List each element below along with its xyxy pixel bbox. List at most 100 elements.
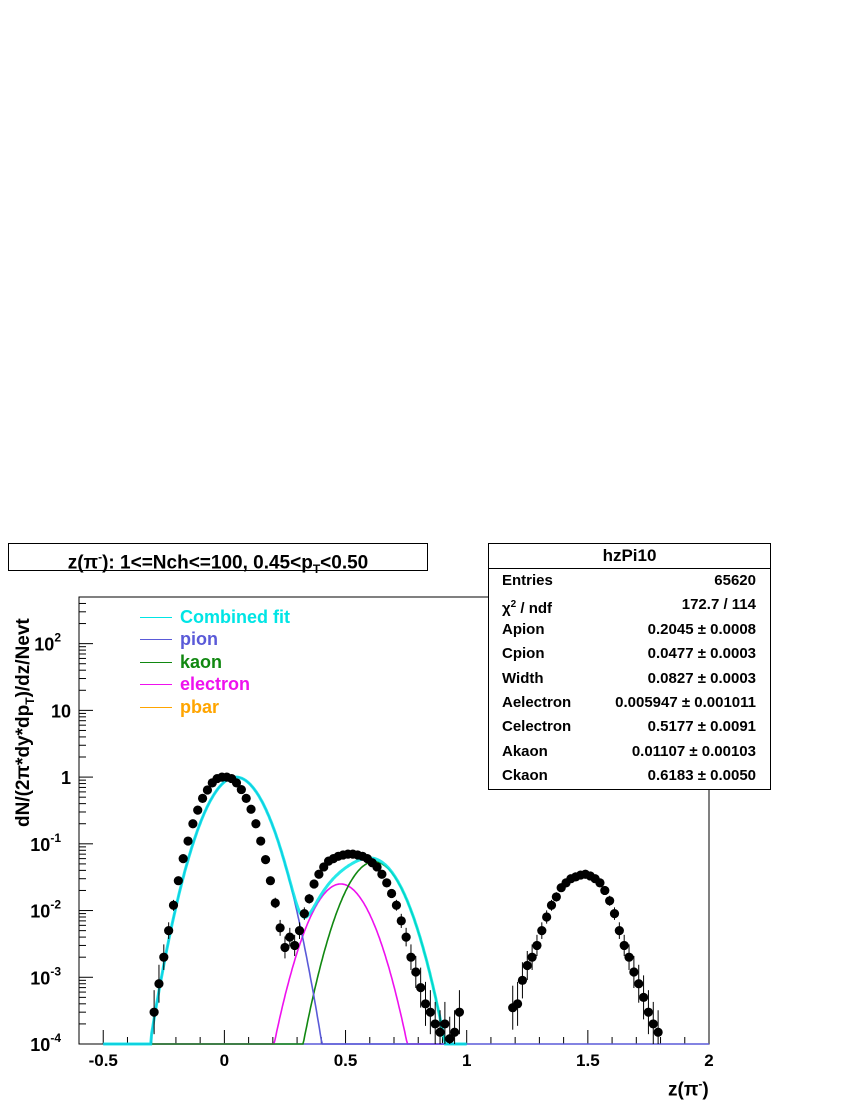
stats-row: Celectron 0.5177 ± 0.0091 <box>489 715 770 739</box>
stats-row: Cpion 0.0477 ± 0.0003 <box>489 642 770 666</box>
data-point <box>294 926 305 936</box>
stats-row: Apion 0.2045 ± 0.0008 <box>489 618 770 642</box>
electron-curve <box>103 883 467 1045</box>
data-point <box>382 878 392 888</box>
legend-swatch <box>140 639 172 641</box>
stats-title: hzPi10 <box>489 544 770 569</box>
legend-label: electron <box>180 674 251 695</box>
data-point <box>546 900 557 910</box>
stats-box: hzPi10 Entries 65620 χ2 / ndf 172.7 / 114 Ap… <box>488 543 771 790</box>
data-point <box>605 896 615 906</box>
data-point <box>406 952 416 962</box>
stats-label: Ckaon <box>502 767 548 785</box>
data-point <box>377 869 387 879</box>
stats-rows: Entries 65620 χ2 / ndf 172.7 / 114 Apion 0.20… <box>489 569 770 789</box>
data-point <box>202 785 213 795</box>
data-point <box>600 885 610 896</box>
data-point <box>197 793 208 803</box>
data-point <box>265 876 276 886</box>
data-point <box>386 888 397 899</box>
data-point <box>309 879 319 889</box>
stats-label: χ2 / ndf <box>502 599 553 618</box>
y-tick-label: 10-2 <box>30 898 61 922</box>
data-point <box>159 952 169 962</box>
stats-row: Ckaon 0.6183 ± 0.0050 <box>489 764 770 788</box>
x-axis-label: z(π-) <box>668 1077 709 1101</box>
data-point <box>634 979 644 989</box>
legend-swatch <box>140 684 172 686</box>
data-point <box>609 908 620 919</box>
data-point <box>629 967 639 977</box>
data-point <box>285 932 295 942</box>
stats-row: Width 0.0827 ± 0.0003 <box>489 667 770 691</box>
data-point <box>314 869 324 879</box>
legend-label: kaon <box>180 651 223 672</box>
stats-value: 0.0477 ± 0.0003 <box>647 645 756 663</box>
data-point <box>178 854 188 864</box>
data-point <box>624 952 634 962</box>
stats-value: 172.7 / 114 <box>681 596 756 614</box>
legend-swatch <box>140 616 172 618</box>
stats-label: Aelectron <box>502 693 572 711</box>
legend-entry: pbar <box>140 696 290 719</box>
data-point <box>299 908 309 919</box>
legend-swatch <box>140 706 172 708</box>
legend-label: pion <box>180 629 218 650</box>
data-point <box>454 1007 465 1017</box>
data-point <box>517 975 528 985</box>
stats-value: 0.0827 ± 0.0003 <box>647 669 756 687</box>
y-axis-label: dN/(2π*dy*dpT)/dz/Nevt <box>13 618 37 827</box>
data-point <box>638 992 649 1002</box>
data-point <box>619 940 629 951</box>
stats-value: 0.005947 ± 0.001011 <box>615 693 756 711</box>
data-point <box>304 894 314 904</box>
chart-title: z(π-): 1<=Nch<=100, 0.45<pT<0.50 <box>8 543 428 576</box>
data-point <box>391 900 402 910</box>
data-point <box>653 1027 663 1037</box>
data-point <box>435 1027 445 1037</box>
data-point <box>425 1007 435 1017</box>
data-point <box>512 999 523 1009</box>
legend-entry: pion <box>140 629 290 652</box>
data-point <box>183 836 193 846</box>
legend-entry: electron <box>140 674 290 697</box>
stats-label: Entries <box>502 572 553 589</box>
stats-row: Akaon 0.01107 ± 0.00103 <box>489 740 770 764</box>
data-point <box>260 855 271 865</box>
data-point <box>401 932 411 942</box>
data-point <box>164 926 174 936</box>
data-point <box>168 900 179 910</box>
data-point <box>411 967 421 977</box>
x-tick-label: 0.5 <box>334 1051 358 1070</box>
stats-value: 0.01107 ± 0.00103 <box>631 742 756 760</box>
data-point <box>280 942 290 953</box>
data-point <box>154 979 164 989</box>
data-point <box>251 819 261 829</box>
data-point <box>449 1027 460 1037</box>
data-point <box>275 923 285 933</box>
data-point <box>532 940 542 951</box>
stats-value: 65620 <box>714 572 756 589</box>
data-point <box>188 819 198 829</box>
stats-label: Cpion <box>502 645 545 663</box>
data-point <box>241 793 251 803</box>
data-point <box>149 1007 159 1017</box>
data-point <box>193 805 203 815</box>
legend-label: pbar <box>180 696 220 717</box>
stats-label: Width <box>502 669 544 687</box>
data-point <box>551 892 561 902</box>
data-point <box>396 916 406 926</box>
data-point <box>440 1019 450 1029</box>
data-point <box>542 912 552 922</box>
data-point <box>372 862 382 872</box>
data-point <box>236 784 246 795</box>
y-tick-label: 10-3 <box>30 964 61 988</box>
data-point <box>416 983 426 993</box>
data-point <box>527 952 537 962</box>
stats-row: χ2 / ndf 172.7 / 114 <box>489 593 770 617</box>
stats-label: Celectron <box>502 718 572 736</box>
legend-entry: Combined fit <box>140 606 290 629</box>
data-point <box>445 1034 455 1044</box>
x-tick-label: 1 <box>462 1051 471 1070</box>
